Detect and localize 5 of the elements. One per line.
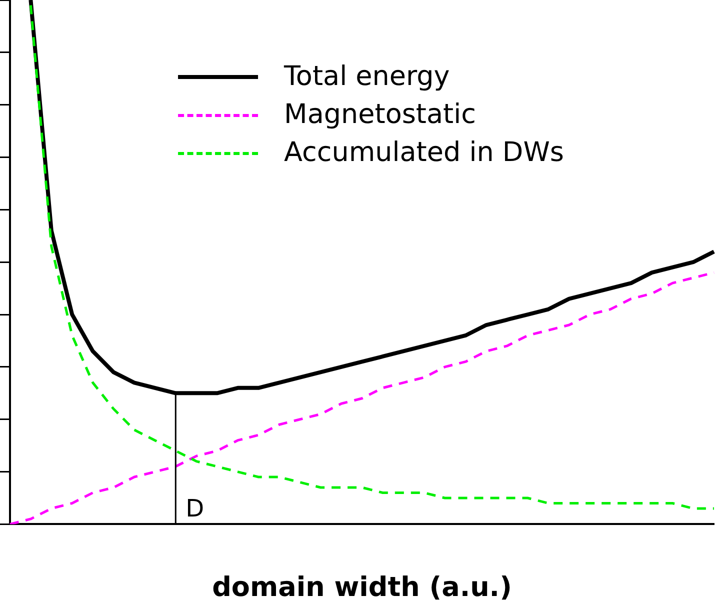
x-axis-title: domain width (a.u.) [212,572,512,603]
legend-label: Total energy [284,60,450,94]
legend-label: Accumulated in DWs [284,136,564,170]
text: D [186,494,204,522]
legend-label: Magnetostatic [284,98,476,132]
